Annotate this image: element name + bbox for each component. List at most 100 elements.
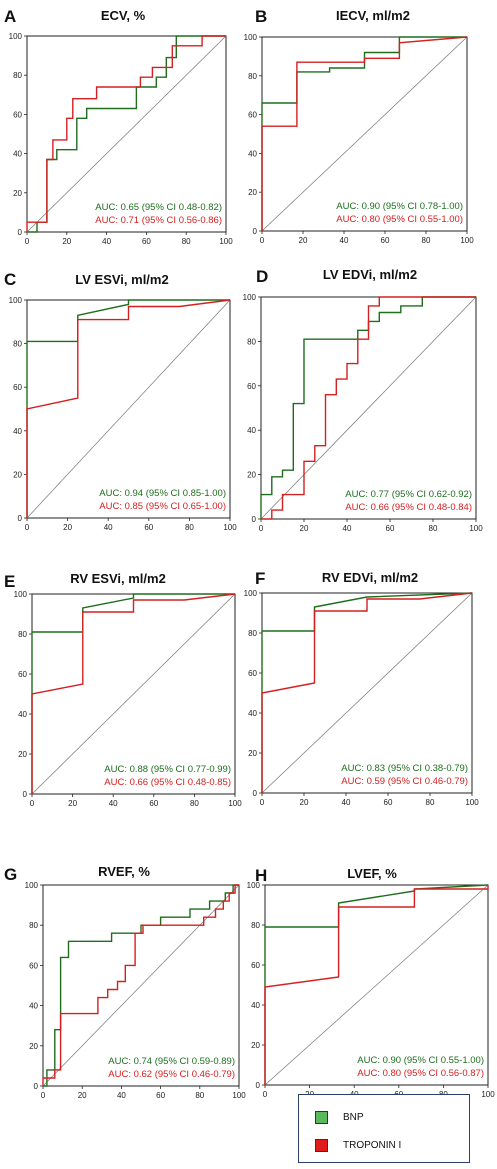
x-tick-label: 40 xyxy=(342,798,351,807)
panel-title: ECV, % xyxy=(101,8,146,23)
y-tick-label: 60 xyxy=(29,961,38,970)
y-tick-label: 100 xyxy=(9,296,23,305)
x-tick-label: 60 xyxy=(144,523,153,532)
y-tick-label: 40 xyxy=(13,427,22,436)
auc-bnp-label: AUC: 0.94 (95% CI 0.85-1.00) xyxy=(99,488,226,499)
reference-diagonal xyxy=(26,35,227,233)
y-tick-label: 60 xyxy=(248,111,257,120)
plot-frame xyxy=(260,296,477,520)
legend-item-troponin: TROPONIN I xyxy=(315,1137,401,1153)
y-tick-label: 20 xyxy=(247,471,256,480)
auc-troponin-label: AUC: 0.62 (95% CI 0.46-0.79) xyxy=(108,1069,235,1080)
x-tick-label: 100 xyxy=(469,524,483,533)
legend-label-bnp: BNP xyxy=(343,1111,364,1123)
y-tick-label: 40 xyxy=(18,710,27,719)
legend-label-troponin: TROPONIN I xyxy=(343,1139,402,1151)
x-tick-label: 40 xyxy=(104,523,113,532)
y-tick-label: 60 xyxy=(13,110,22,119)
auc-troponin-label: AUC: 0.71 (95% CI 0.56-0.86) xyxy=(95,215,222,226)
auc-troponin-label: AUC: 0.66 (95% CI 0.48-0.85) xyxy=(104,777,231,788)
y-tick-label: 100 xyxy=(244,589,258,598)
y-tick-label: 20 xyxy=(248,188,257,197)
x-tick-label: 20 xyxy=(62,237,71,246)
x-tick-label: 0 xyxy=(25,237,30,246)
y-tick-label: 40 xyxy=(29,1002,38,1011)
chart-panel-a: A ECV, % 0 20 40 60 80 100 0 20 40 60 80 100 AUC: 0.65… xyxy=(4,7,233,246)
x-tick-label: 60 xyxy=(149,799,158,808)
panel-title: LV ESVi, ml/m2 xyxy=(75,272,168,287)
bnp-roc-curve xyxy=(31,593,235,794)
panel-letter: C xyxy=(4,270,16,289)
x-tick-label: 100 xyxy=(465,798,479,807)
y-tick-label: 0 xyxy=(256,1081,261,1090)
troponin-roc-curve xyxy=(264,885,489,1085)
y-tick-label: 0 xyxy=(253,227,258,236)
y-tick-label: 80 xyxy=(13,71,22,80)
x-tick-label: 80 xyxy=(422,236,431,245)
y-tick-label: 80 xyxy=(248,72,257,81)
y-tick-label: 20 xyxy=(29,1042,38,1051)
reference-diagonal xyxy=(31,593,236,795)
troponin-roc-curve xyxy=(26,299,231,518)
y-tick-label: 100 xyxy=(14,590,28,599)
panel-title: RVEF, % xyxy=(98,864,150,879)
chart-panel-d: D LV EDVi, ml/m2 0 20 40 60 80 100 0 20 40 60 80 100 A… xyxy=(243,267,484,533)
y-tick-label: 60 xyxy=(247,382,256,391)
x-tick-label: 60 xyxy=(384,798,393,807)
legend: BNP TROPONIN I xyxy=(298,1094,470,1163)
x-tick-label: 20 xyxy=(300,524,309,533)
y-tick-label: 0 xyxy=(18,228,23,237)
auc-bnp-label: AUC: 0.65 (95% CI 0.48-0.82) xyxy=(95,202,222,213)
auc-troponin-label: AUC: 0.59 (95% CI 0.46-0.79) xyxy=(341,776,468,787)
y-tick-label: 20 xyxy=(248,749,257,758)
auc-bnp-label: AUC: 0.90 (95% CI 0.55-1.00) xyxy=(357,1055,484,1066)
x-tick-label: 100 xyxy=(219,237,233,246)
troponin-roc-curve xyxy=(261,36,468,231)
bnp-swatch xyxy=(315,1110,328,1124)
y-tick-label: 40 xyxy=(13,150,22,159)
x-tick-label: 80 xyxy=(195,1091,204,1100)
x-tick-label: 0 xyxy=(263,1090,268,1099)
legend-item-bnp: BNP xyxy=(315,1109,364,1125)
troponin-roc-curve xyxy=(42,884,239,1086)
x-tick-label: 80 xyxy=(185,523,194,532)
panel-letter: G xyxy=(4,865,17,884)
x-tick-label: 100 xyxy=(481,1090,495,1099)
x-tick-label: 60 xyxy=(386,524,395,533)
chart-panel-c: C LV ESVi, ml/m2 0 20 40 60 80 100 0 20 40 60 80 100 A… xyxy=(4,270,237,532)
plot-frame xyxy=(26,35,227,233)
reference-diagonal xyxy=(264,884,489,1086)
x-tick-label: 0 xyxy=(41,1091,46,1100)
chart-panel-f: F RV EDVi, ml/m2 0 20 40 60 80 100 0 20 40 60 80 100 A… xyxy=(244,569,480,807)
x-tick-label: 80 xyxy=(429,524,438,533)
y-tick-label: 100 xyxy=(9,32,23,41)
panel-title: LVEF, % xyxy=(347,866,397,881)
y-tick-label: 0 xyxy=(34,1082,39,1091)
auc-bnp-label: AUC: 0.88 (95% CI 0.77-0.99) xyxy=(104,764,231,775)
panel-letter: H xyxy=(255,866,267,885)
reference-diagonal xyxy=(261,592,473,794)
x-tick-label: 0 xyxy=(260,236,265,245)
panel-title: IECV, ml/m2 xyxy=(336,8,410,23)
y-tick-label: 20 xyxy=(13,470,22,479)
y-tick-label: 0 xyxy=(252,515,257,524)
panel-letter: D xyxy=(256,267,268,286)
x-tick-label: 0 xyxy=(260,798,265,807)
y-tick-label: 60 xyxy=(248,669,257,678)
auc-bnp-label: AUC: 0.77 (95% CI 0.62-0.92) xyxy=(345,489,472,500)
troponin-roc-curve xyxy=(261,296,476,520)
y-tick-label: 0 xyxy=(253,789,258,798)
x-tick-label: 0 xyxy=(30,799,35,808)
panel-title: RV EDVi, ml/m2 xyxy=(322,570,418,585)
y-tick-label: 60 xyxy=(18,670,27,679)
x-tick-label: 40 xyxy=(102,237,111,246)
panel-title: LV EDVi, ml/m2 xyxy=(323,267,417,282)
panel-letter: B xyxy=(255,7,267,26)
x-tick-label: 40 xyxy=(109,799,118,808)
auc-troponin-label: AUC: 0.80 (95% CI 0.56-0.87) xyxy=(357,1068,484,1079)
reference-diagonal xyxy=(260,296,477,520)
troponin-swatch xyxy=(315,1138,328,1152)
x-tick-label: 100 xyxy=(223,523,237,532)
y-tick-label: 40 xyxy=(248,709,257,718)
